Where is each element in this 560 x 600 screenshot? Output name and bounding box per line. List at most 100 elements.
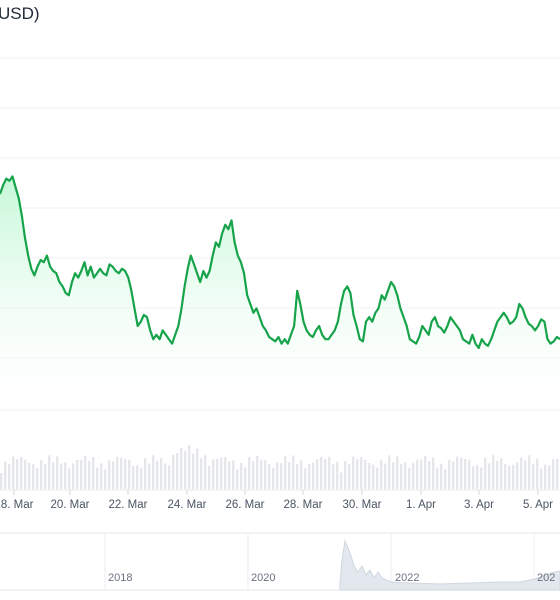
volume-bar <box>416 459 419 489</box>
volume-bar <box>192 453 195 489</box>
volume-bar <box>12 456 15 489</box>
volume-bar <box>320 456 323 489</box>
navigator-year-label: 202 <box>537 572 555 584</box>
volume-bar <box>304 468 307 489</box>
volume-bar <box>224 456 227 489</box>
volume-bar <box>132 466 135 489</box>
volume-bar <box>328 456 331 489</box>
volume-bar <box>144 458 147 489</box>
volume-bar <box>24 459 27 489</box>
volume-bar <box>352 456 355 489</box>
volume-bar <box>252 461 255 489</box>
volume-bar <box>548 465 551 489</box>
volume-bar <box>316 459 319 489</box>
x-tick-label: 18. Mar <box>0 499 34 511</box>
volume-bar <box>220 457 223 489</box>
volume-bar <box>348 464 351 489</box>
volume-bar <box>60 463 63 489</box>
volume-bar <box>520 457 523 489</box>
volume-bar <box>420 459 423 489</box>
volume-bar <box>264 460 267 489</box>
volume-bar <box>120 457 123 489</box>
volume-bar <box>280 463 283 489</box>
volume-bar <box>40 460 43 489</box>
volume-bar <box>392 462 395 489</box>
volume-bar <box>36 467 39 489</box>
volume-bar <box>556 458 559 489</box>
navigator[interactable]: 2018 2020 2022 202 <box>0 532 560 591</box>
volume-bar <box>368 463 371 489</box>
volume-bar <box>404 462 407 489</box>
volume-bar <box>4 461 7 489</box>
volume-bar <box>544 464 547 489</box>
volume-bar <box>168 465 171 489</box>
volume-bar <box>372 464 375 489</box>
volume-bar <box>336 461 339 489</box>
volume-bar <box>288 462 291 489</box>
volume-bar <box>256 455 259 489</box>
volume-bar <box>16 459 19 489</box>
volume-bar <box>340 472 343 489</box>
volume-bar <box>296 464 299 489</box>
navigator-gridlines <box>104 533 535 590</box>
volume-bar <box>528 455 531 489</box>
volume-bar <box>196 448 199 489</box>
volume-bar <box>300 460 303 489</box>
volume-bar <box>32 464 35 489</box>
volume-bar <box>464 458 467 489</box>
volume-bar <box>444 469 447 489</box>
price-line <box>0 175 560 350</box>
volume-bar <box>136 465 139 489</box>
volume-bar <box>216 458 219 489</box>
volume-bar <box>100 463 103 489</box>
price-area-fill <box>0 176 560 410</box>
volume-bar <box>212 459 215 489</box>
volume-bar <box>484 457 487 489</box>
volume-bar <box>412 463 415 489</box>
x-tick-label: 28. Mar <box>284 499 323 511</box>
volume-bar <box>92 457 95 489</box>
volume-bar <box>164 463 167 489</box>
volume-bar <box>104 469 107 489</box>
volume-bar <box>68 468 71 489</box>
volume-bar <box>536 458 539 489</box>
volume-bar <box>396 456 399 489</box>
volume-bar <box>376 467 379 489</box>
volume-bar <box>232 460 235 489</box>
volume-bar <box>308 463 311 489</box>
x-tick-label: 20. Mar <box>51 499 90 511</box>
volume-bar <box>504 463 507 489</box>
volume-bar <box>20 456 23 489</box>
volume-bar <box>292 455 295 489</box>
volume-bar <box>324 459 327 489</box>
volume-bar <box>532 463 535 489</box>
volume-bar <box>360 457 363 489</box>
volume-bar <box>496 461 499 489</box>
volume-bar <box>236 469 239 489</box>
x-tick-label: 26. Mar <box>226 499 265 511</box>
volume-bar <box>312 462 315 489</box>
x-tick-label: 30. Mar <box>343 499 382 511</box>
volume-bar <box>152 455 155 489</box>
volume-bar <box>276 462 279 489</box>
x-axis-ticks: 18. Mar 20. Mar 22. Mar 24. Mar 26. Mar 28. M… <box>0 490 553 511</box>
volume-bar <box>200 458 203 489</box>
navigator-year-labels: 2018 2020 2022 202 <box>108 572 555 584</box>
volume-bar <box>176 453 179 489</box>
x-tick-label: 24. Mar <box>168 499 207 511</box>
volume-bar <box>240 462 243 489</box>
chart-title: USD) <box>0 4 40 23</box>
volume-bar <box>64 462 67 489</box>
volume-bar <box>108 460 111 489</box>
volume-bar <box>380 459 383 489</box>
volume-bar <box>128 459 131 489</box>
volume-bar <box>244 467 247 489</box>
volume-bar <box>408 467 411 489</box>
volume-bar <box>72 463 75 489</box>
volume-bar <box>112 461 115 489</box>
volume-bar <box>500 458 503 489</box>
volume-bar <box>332 464 335 489</box>
volume-bar <box>424 455 427 489</box>
volume-bar <box>468 459 471 489</box>
